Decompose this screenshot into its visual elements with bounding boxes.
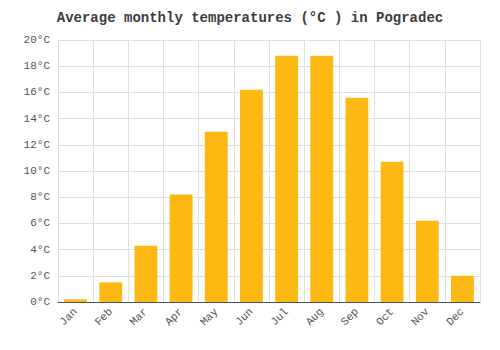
- svg-text:18°C: 18°C: [24, 60, 51, 72]
- svg-text:Oct: Oct: [374, 306, 396, 328]
- svg-text:Aug: Aug: [304, 306, 326, 328]
- svg-text:Jun: Jun: [233, 306, 255, 328]
- svg-text:2°C: 2°C: [30, 270, 50, 282]
- svg-text:Mar: Mar: [128, 306, 150, 328]
- svg-text:14°C: 14°C: [24, 113, 51, 125]
- svg-text:Jan: Jan: [57, 306, 79, 328]
- svg-text:0°C: 0°C: [30, 296, 50, 308]
- svg-text:4°C: 4°C: [30, 244, 50, 256]
- svg-text:Jul: Jul: [268, 306, 290, 328]
- svg-text:12°C: 12°C: [24, 139, 51, 151]
- svg-text:6°C: 6°C: [30, 217, 50, 229]
- svg-text:Apr: Apr: [163, 306, 185, 328]
- svg-text:20°C: 20°C: [24, 34, 51, 46]
- svg-text:10°C: 10°C: [24, 165, 51, 177]
- svg-text:16°C: 16°C: [24, 86, 51, 98]
- svg-text:Sep: Sep: [339, 306, 361, 328]
- svg-text:May: May: [198, 305, 221, 328]
- svg-text:Dec: Dec: [444, 306, 466, 328]
- svg-text:8°C: 8°C: [30, 191, 50, 203]
- svg-text:Average monthly temperatures (: Average monthly temperatures (°C ) in Po…: [57, 10, 443, 26]
- svg-text:Nov: Nov: [409, 305, 432, 328]
- svg-text:Feb: Feb: [93, 306, 115, 328]
